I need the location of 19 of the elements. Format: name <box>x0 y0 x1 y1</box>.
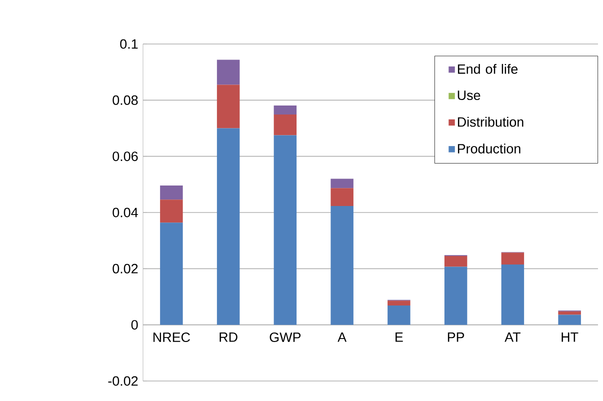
x-tick-label: RD <box>220 332 238 342</box>
y-tick-label: 0.06 <box>112 152 138 162</box>
y-tick-label: 0.02 <box>112 264 138 274</box>
x-tick-label: E <box>396 332 403 342</box>
x-tick-label: A <box>338 332 347 342</box>
legend-label: Use <box>458 90 480 100</box>
legend-label: End of life <box>458 64 518 74</box>
y-tick-label: 0.1 <box>120 39 138 49</box>
y-tick-label: -0.02 <box>108 376 138 386</box>
y-tick-label: 0.08 <box>112 95 138 105</box>
y-tick-label: 0.04 <box>112 208 138 218</box>
x-tick-label: AT <box>504 332 520 342</box>
y-tick-label: 0 <box>131 320 138 330</box>
x-tick-label: HT <box>562 332 578 342</box>
x-tick-label: PP <box>448 332 464 342</box>
legend-label: Distribution <box>458 116 524 127</box>
x-tick-label: GWP <box>270 332 301 342</box>
x-tick-label: NREC <box>153 332 190 342</box>
legend-label: Production <box>458 144 520 154</box>
